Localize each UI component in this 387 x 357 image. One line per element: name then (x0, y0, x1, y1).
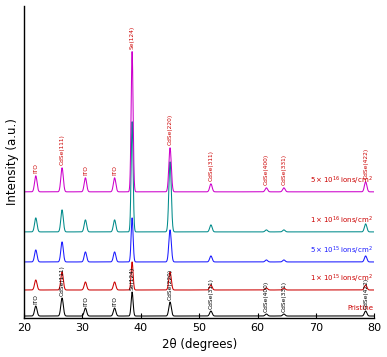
X-axis label: 2θ (degrees): 2θ (degrees) (162, 338, 237, 351)
Text: Pristine: Pristine (347, 305, 373, 311)
Text: ITO: ITO (33, 295, 38, 305)
Text: Se(124): Se(124) (130, 267, 135, 290)
Text: CdSe(422): CdSe(422) (363, 278, 368, 310)
Text: ITO: ITO (112, 165, 117, 175)
Text: CdSe(311): CdSe(311) (209, 150, 213, 181)
Text: CdSe(111): CdSe(111) (60, 134, 65, 165)
Text: CdSe(422): CdSe(422) (363, 147, 368, 179)
Text: CdSe(220): CdSe(220) (168, 114, 173, 145)
Text: ITO: ITO (83, 297, 88, 306)
Text: ITO: ITO (33, 163, 38, 173)
Text: $1\times10^{16}$ ions/cm$^2$: $1\times10^{16}$ ions/cm$^2$ (310, 215, 373, 227)
Text: CdSe(400): CdSe(400) (264, 154, 269, 185)
Text: CdSe(331): CdSe(331) (281, 281, 286, 312)
Text: Se(124): Se(124) (130, 25, 135, 49)
Text: CdSe(111): CdSe(111) (60, 266, 65, 296)
Text: CdSe(331): CdSe(331) (281, 154, 286, 185)
Text: ITO: ITO (83, 165, 88, 175)
Text: CdSe(400): CdSe(400) (264, 281, 269, 312)
Text: $5\times10^{15}$ ions/cm$^2$: $5\times10^{15}$ ions/cm$^2$ (310, 245, 373, 257)
Text: $5\times10^{16}$ ions/cm$^2$: $5\times10^{16}$ ions/cm$^2$ (310, 175, 373, 187)
Text: $1\times10^{15}$ ions/cm$^2$: $1\times10^{15}$ ions/cm$^2$ (310, 273, 373, 285)
Y-axis label: Intensity (a.u.): Intensity (a.u.) (5, 119, 19, 205)
Text: CdSe(220): CdSe(220) (168, 269, 173, 300)
Text: CdSe(311): CdSe(311) (209, 278, 213, 310)
Text: ITO: ITO (112, 297, 117, 306)
